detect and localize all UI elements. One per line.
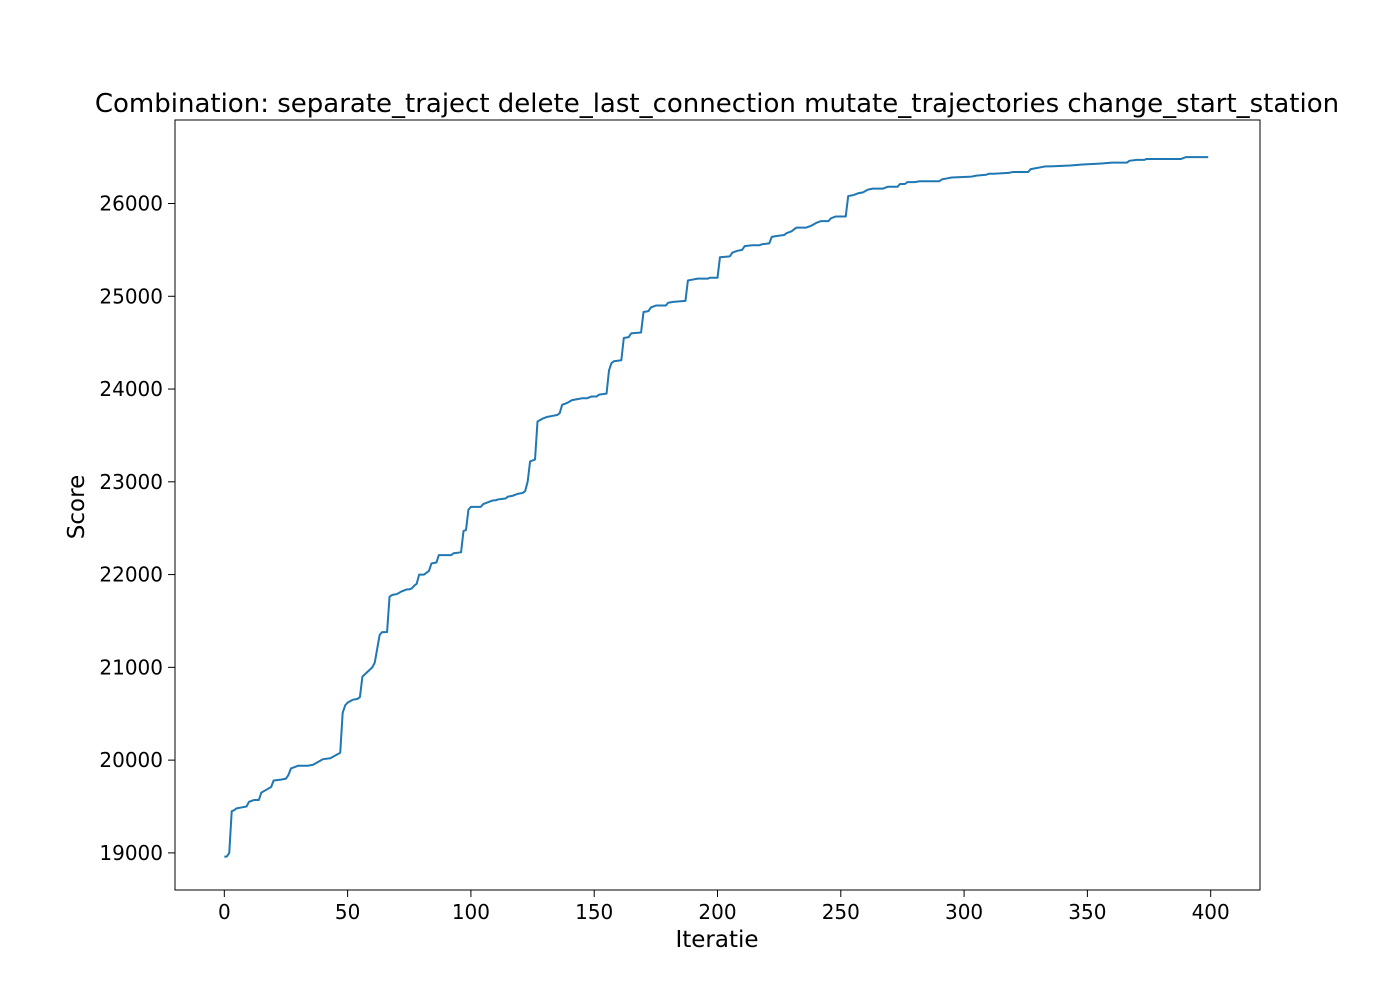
y-tick-label: 25000 <box>99 284 163 308</box>
y-axis-label: Score <box>64 475 90 539</box>
score-series-line <box>224 156 1209 858</box>
y-tick-label: 20000 <box>99 748 163 772</box>
x-tick-label: 200 <box>698 900 736 924</box>
y-tick-label: 23000 <box>99 470 163 494</box>
y-tick-label: 19000 <box>99 841 163 865</box>
x-tick-label: 300 <box>945 900 983 924</box>
x-tick-label: 100 <box>452 900 490 924</box>
x-tick-label: 250 <box>822 900 860 924</box>
y-axis: 19000 20000 21000 22000 23000 24000 25000 26000 <box>99 191 175 865</box>
x-axis-label: Iteratie <box>675 927 758 953</box>
y-tick-label: 26000 <box>99 191 163 215</box>
series-layer <box>224 156 1209 858</box>
y-tick-label: 21000 <box>99 655 163 679</box>
chart-title: Combination: separate_traject delete_las… <box>95 89 1339 119</box>
y-tick-label: 22000 <box>99 563 163 587</box>
x-tick-label: 0 <box>218 900 231 924</box>
x-tick-label: 50 <box>335 900 360 924</box>
y-tick-label: 24000 <box>99 377 163 401</box>
x-axis: 0 50 100 150 200 250 300 350 400 <box>218 890 1230 924</box>
x-tick-label: 400 <box>1192 900 1230 924</box>
x-tick-label: 350 <box>1068 900 1106 924</box>
x-tick-label: 150 <box>575 900 613 924</box>
